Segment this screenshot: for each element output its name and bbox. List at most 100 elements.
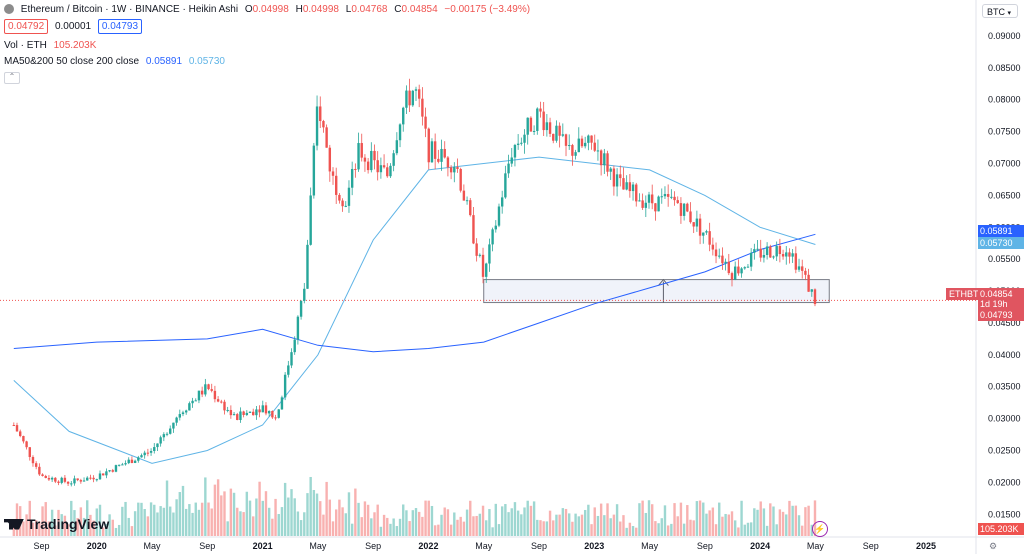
candle [290,348,293,369]
candle [775,241,778,261]
candle [159,435,162,447]
volume-bar [778,509,782,536]
candle [804,267,807,281]
candle [312,142,316,199]
candle-body [63,477,67,482]
candle [280,395,284,410]
volume-bar [296,511,300,536]
candle [548,117,552,137]
volume-bar [475,515,478,536]
candle-body [564,134,568,146]
candle [469,197,472,217]
candle-body [271,411,274,418]
candle [229,405,233,419]
buy-price-button[interactable]: 0.04793 [97,19,143,34]
candle-body [718,255,721,257]
candle-body [341,200,344,207]
candle-body [737,266,740,274]
volume-bar [507,512,510,536]
volume-bar [360,517,363,536]
volume-bar [564,508,568,536]
volume-legend[interactable]: Vol · ETH 105.203K [4,40,100,51]
candle [216,396,220,403]
volume-bar [673,503,676,536]
sell-price-button[interactable]: 0.04792 [4,19,49,34]
candle [644,195,648,218]
volume-bar [124,501,127,536]
lightning-icon[interactable]: ⚡ [812,521,828,537]
candle [178,409,181,421]
volume-bar [60,514,63,536]
settings-icon[interactable]: ⚙ [989,541,998,551]
candle-body [117,464,121,466]
candle-body [580,138,584,147]
candle [660,188,663,204]
candle-body [599,150,603,166]
candle-body [733,266,737,280]
candle-body [625,182,628,190]
candle-body [370,150,373,171]
candle-body [743,267,746,269]
candle [791,249,794,263]
volume-bar [309,476,312,536]
candle [494,220,497,233]
volume-bar [395,526,399,536]
x-tick-label: Sep [531,541,547,551]
volume-bar [357,502,360,536]
candle [686,202,689,213]
candle [708,222,711,252]
collapse-legend-button[interactable]: ⌃ [4,72,20,84]
currency-button[interactable]: BTC ▾ [982,4,1018,18]
candle [568,134,571,150]
volume-bar [338,499,341,536]
volume-bar [421,516,424,536]
candle [315,95,319,151]
ma-legend[interactable]: MA50&200 50 close 200 close 0.05891 0.05… [4,56,229,67]
candle [98,470,102,480]
candle-body [184,410,188,413]
candle [427,127,430,170]
volume-bar [290,489,293,536]
volume-bar [105,523,108,536]
candle [724,258,727,271]
candle [545,114,549,137]
candle [156,443,159,452]
candle [277,408,280,419]
volume-bar [682,523,686,536]
candle-body [169,428,172,434]
ma200-price-tag: 0.05730 [978,237,1024,249]
volume-bar [571,521,574,536]
volume-bar [765,525,769,536]
candle-body [548,122,552,134]
candle-body [181,412,185,415]
volume-bar [28,500,31,536]
candle [363,154,367,172]
candle [105,468,108,479]
volume-bar [631,526,635,536]
candle [82,477,86,482]
volume-bar [609,518,612,536]
ma50-value: 0.05891 [145,56,183,67]
candle [172,422,175,433]
candle [328,144,332,182]
volume-bar [612,514,616,536]
candle [788,248,791,264]
candle [552,133,555,144]
candle-body [309,195,312,245]
candle [31,455,35,467]
volume-bar [494,503,497,536]
symbol-title[interactable]: Ethereum / Bitcoin · 1W · BINANCE · Heik… [20,4,239,15]
candle [772,255,775,260]
candle [331,167,335,185]
candle [252,408,255,416]
volume-bar [347,492,351,536]
candle [756,240,759,252]
candle [405,85,408,115]
candle [714,242,718,264]
candle [647,191,651,209]
volume-bar [376,504,379,536]
candle [718,248,721,259]
volume-bar [523,507,526,536]
volume-bar [781,511,785,536]
